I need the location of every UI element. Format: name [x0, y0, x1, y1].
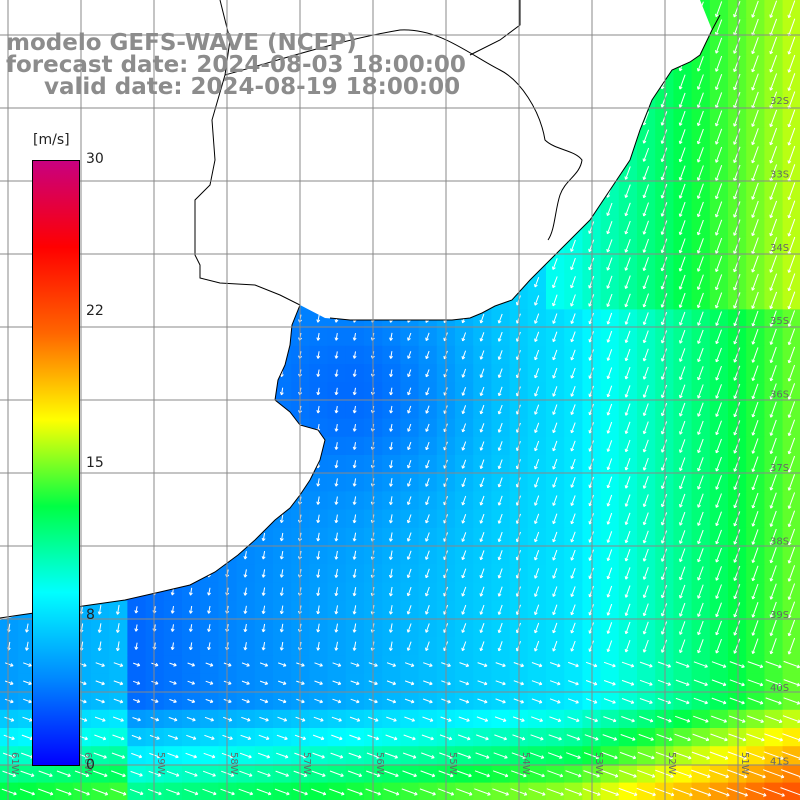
wind-arrow-head	[751, 68, 756, 73]
wind-arrow-head	[696, 86, 701, 90]
wind-arrow-head	[678, 104, 683, 108]
wind-arrow-head	[715, 13, 719, 18]
wind-arrow	[751, 55, 759, 73]
wind-arrow	[715, 37, 723, 54]
wind-arrow-head	[787, 51, 792, 55]
wind-arrow	[643, 111, 650, 126]
wind-arrow	[751, 109, 759, 127]
wind-arrow	[769, 18, 778, 36]
wind-arrow-head	[678, 86, 683, 90]
wind-arrow	[751, 91, 759, 109]
wind-arrow-head	[715, 104, 719, 109]
wind-arrow-head	[660, 104, 665, 108]
wind-arrow-head	[715, 50, 719, 54]
wind-arrow	[661, 111, 668, 126]
wind-arrow	[715, 110, 723, 127]
wind-arrow	[751, 0, 759, 18]
wind-arrow	[715, 19, 723, 36]
wind-arrow	[769, 73, 778, 91]
wind-arrow	[697, 92, 704, 108]
wind-arrow-head	[769, 87, 774, 91]
wind-arrow	[788, 73, 796, 91]
wind-arrow	[788, 18, 796, 37]
wind-arrow-head	[715, 86, 719, 90]
wind-arrow-head	[787, 87, 792, 91]
wind-arrow	[788, 0, 796, 18]
wind-arrow-head	[733, 86, 737, 91]
wind-arrow	[733, 1, 741, 18]
wind-arrow	[733, 92, 741, 109]
wind-arrow	[661, 92, 668, 108]
wind-arrow	[715, 1, 723, 17]
wind-arrow	[733, 19, 741, 36]
wind-arrow-head	[715, 122, 719, 127]
wind-arrow	[769, 109, 778, 127]
wind-arrow-head	[751, 14, 756, 18]
wind-arrow	[679, 110, 686, 126]
wind-arrow-head	[751, 123, 756, 127]
wind-arrow	[679, 74, 686, 90]
wind-arrow-head	[769, 123, 774, 128]
wind-arrow-head	[769, 50, 774, 55]
wind-arrow	[733, 37, 741, 54]
wind-arrow	[733, 55, 741, 72]
wind-arrow-head	[660, 122, 665, 126]
wind-arrow	[733, 110, 741, 127]
wind-arrow-head	[751, 50, 756, 55]
wind-arrow	[715, 92, 723, 108]
wind-arrow	[788, 54, 796, 73]
wind-arrow	[751, 73, 759, 91]
wind-arrow	[715, 74, 723, 90]
wind-arrow-head	[733, 68, 737, 72]
wind-arrow	[769, 91, 778, 109]
wind-arrow-head	[769, 14, 774, 18]
wind-arrow-head	[787, 14, 792, 19]
wind-arrow-head	[733, 50, 737, 54]
wind-arrow	[769, 36, 778, 55]
wind-arrow-head	[733, 123, 737, 127]
wind-arrow-head	[715, 68, 719, 72]
wind-arrow	[769, 55, 778, 73]
wind-arrow	[788, 36, 796, 55]
wind-arrow-head	[678, 122, 683, 126]
wind-arrow	[769, 0, 778, 18]
wind-arrow	[697, 56, 704, 72]
wind-arrow-head	[696, 122, 701, 127]
wind-arrow-head	[696, 68, 701, 72]
wind-arrow-head	[696, 104, 701, 108]
wind-arrow	[715, 55, 723, 72]
wind-arrow	[697, 110, 704, 126]
wind-arrow	[697, 74, 704, 90]
wind-arrow-head	[733, 13, 737, 18]
wind-arrow	[679, 92, 686, 108]
wind-arrow-head	[787, 69, 792, 73]
wind-arrow-head	[678, 67, 683, 72]
wind-arrow	[733, 73, 741, 90]
wind-arrow-head	[769, 69, 774, 73]
wind-arrow	[751, 18, 759, 36]
wind-arrow	[788, 91, 796, 109]
wind-arrow	[751, 37, 759, 54]
wind-arrow-head	[751, 87, 756, 91]
